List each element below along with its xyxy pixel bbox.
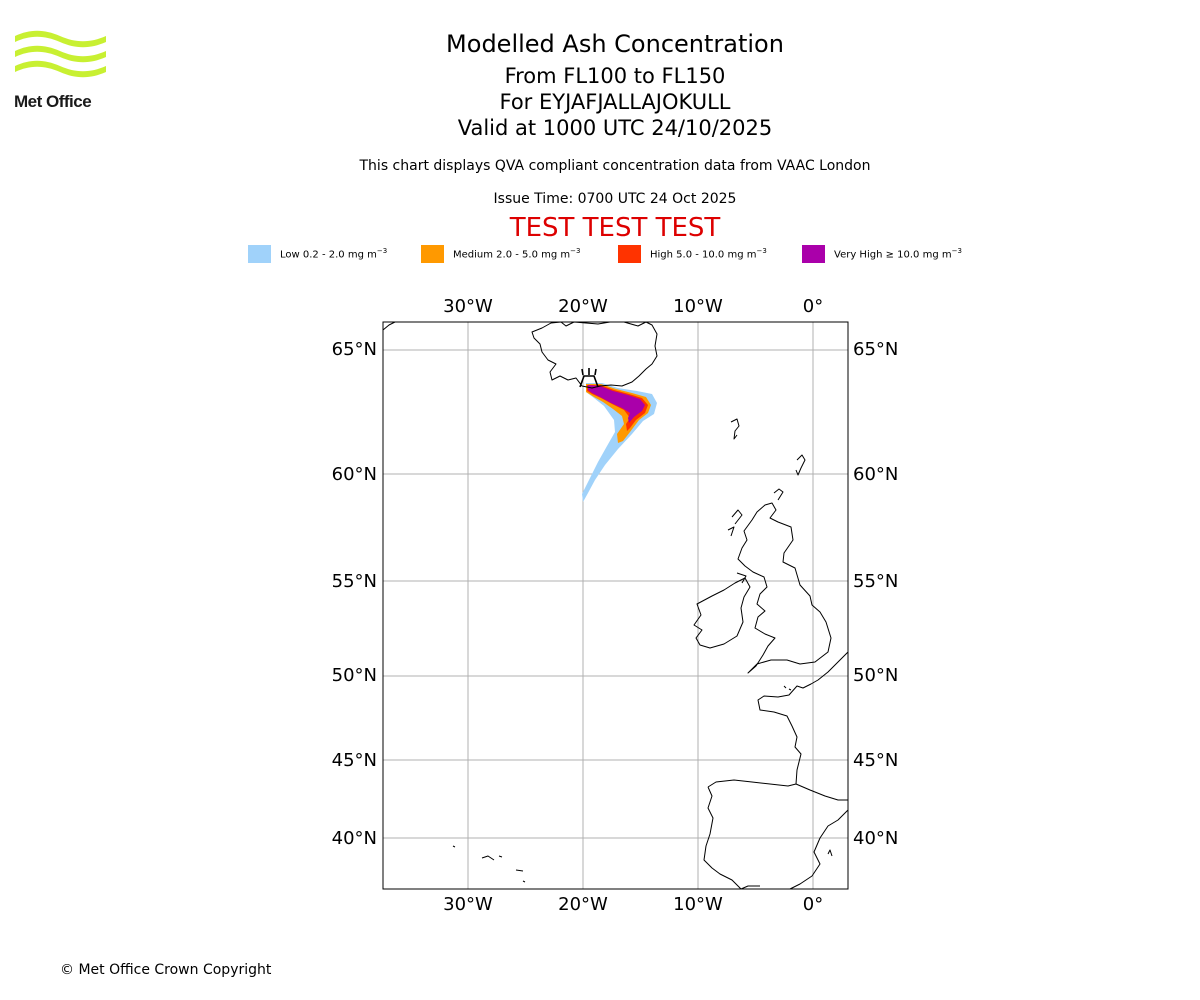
- flight-levels: From FL100 to FL150: [504, 64, 726, 88]
- lat-label-45n-left: 45°N: [332, 750, 377, 771]
- coastline-france: [757, 651, 849, 785]
- legend-item-low: Low 0.2 - 2.0 mg m−3: [248, 244, 387, 264]
- ash-very-high-area: [588, 385, 645, 423]
- chart-title: Modelled Ash Concentration: [446, 30, 784, 58]
- coastline-great-britain: [737, 502, 832, 674]
- lat-labels-right: 65°N 60°N 55°N 50°N 45°N 40°N: [853, 339, 898, 849]
- coastline-hebrides: [727, 509, 747, 584]
- lat-label-60n-left: 60°N: [332, 464, 377, 485]
- coastline-greenland-corner: [382, 321, 396, 331]
- lon-label-30w-bottom: 30°W: [443, 894, 493, 915]
- lat-label-60n-right: 60°N: [853, 464, 898, 485]
- valid-time: Valid at 1000 UTC 24/10/2025: [457, 116, 773, 140]
- lon-label-0-top: 0°: [803, 296, 823, 317]
- lon-label-0-bottom: 0°: [803, 894, 823, 915]
- coastline-iceland: [531, 321, 658, 389]
- lat-label-45n-right: 45°N: [853, 750, 898, 771]
- copyright-notice: © Met Office Crown Copyright: [60, 962, 272, 978]
- lat-label-55n-right: 55°N: [853, 571, 898, 592]
- met-office-logo: Met Office: [14, 30, 108, 112]
- volcano-icon: [579, 368, 599, 388]
- chart-subtitle: This chart displays QVA compliant concen…: [359, 158, 871, 174]
- lat-label-40n-left: 40°N: [332, 828, 377, 849]
- legend-swatch-low: [248, 245, 271, 263]
- legend-swatch-very-high: [802, 245, 825, 263]
- coastline-ireland: [693, 577, 751, 649]
- issue-time: Issue Time: 0700 UTC 24 Oct 2025: [493, 191, 737, 207]
- legend-item-medium: Medium 2.0 - 5.0 mg m−3: [421, 244, 580, 264]
- legend-label-low: Low 0.2 - 2.0 mg m: [280, 249, 377, 261]
- coastline-shetland: [795, 454, 806, 476]
- lat-label-55n-left: 55°N: [332, 571, 377, 592]
- coastline-orkney: [773, 488, 784, 501]
- lat-label-40n-right: 40°N: [853, 828, 898, 849]
- lon-label-10w-top: 10°W: [673, 296, 723, 317]
- coastline-balearic: [827, 849, 833, 857]
- legend-swatch-high: [618, 245, 641, 263]
- volcano-name: For EYJAFJALLAJOKULL: [499, 90, 731, 114]
- legend-item-very-high: Very High ≥ 10.0 mg m−3: [802, 244, 962, 264]
- lat-label-50n-left: 50°N: [332, 665, 377, 686]
- coastlines: [382, 321, 849, 890]
- lon-label-20w-top: 20°W: [558, 296, 608, 317]
- legend-swatch-medium: [421, 245, 444, 263]
- coastline-faroe: [730, 418, 740, 440]
- ash-plume: [582, 383, 657, 502]
- lat-label-65n-right: 65°N: [853, 339, 898, 360]
- legend-label-high: High 5.0 - 10.0 mg m: [650, 249, 757, 261]
- coastline-channel-islands: [783, 685, 792, 691]
- lat-label-50n-right: 50°N: [853, 665, 898, 686]
- coastline-iberia: [703, 779, 849, 890]
- lon-labels-bottom: 30°W 20°W 10°W 0°: [443, 894, 823, 915]
- logo-text: Met Office: [14, 92, 92, 111]
- lon-labels-top: 30°W 20°W 10°W 0°: [443, 296, 823, 317]
- lon-label-20w-bottom: 20°W: [558, 894, 608, 915]
- map-frame: [382, 321, 849, 890]
- legend-label-very-high: Very High ≥ 10.0 mg m: [834, 249, 952, 261]
- legend-item-high: High 5.0 - 10.0 mg m−3: [618, 244, 767, 264]
- logo-waves-icon: [15, 30, 106, 78]
- lat-labels-left: 65°N 60°N 55°N 50°N 45°N 40°N: [332, 339, 377, 849]
- lat-label-65n-left: 65°N: [332, 339, 377, 360]
- legend-label-medium: Medium 2.0 - 5.0 mg m: [453, 249, 571, 261]
- test-banner: TEST TEST TEST: [509, 213, 721, 243]
- coastline-azores: [452, 845, 526, 883]
- lon-label-30w-top: 30°W: [443, 296, 493, 317]
- lon-label-10w-bottom: 10°W: [673, 894, 723, 915]
